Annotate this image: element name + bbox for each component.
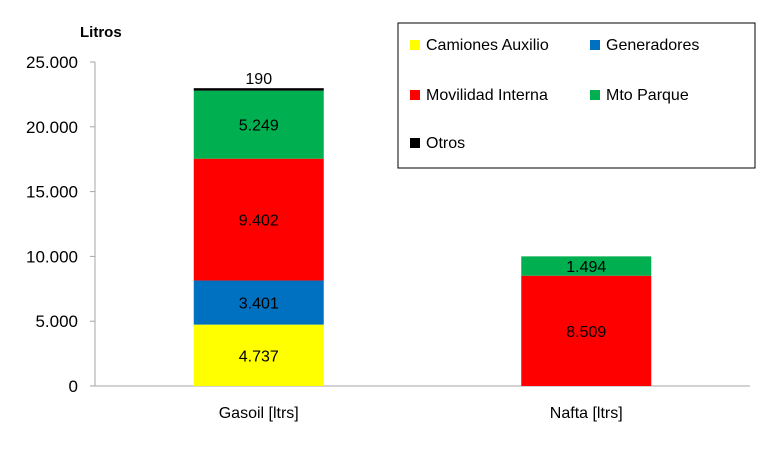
y-axis-ticks: 0 5.000 10.000 15.000 20.000 25.000 [26, 53, 95, 396]
data-label: 190 [245, 71, 272, 88]
y-tick-label: 20.000 [26, 118, 78, 137]
bar-segment-generadores [193, 280, 324, 325]
legend-label: Movilidad Interna [426, 87, 548, 104]
data-label: 8.509 [566, 324, 606, 341]
y-tick-label: 25.000 [26, 53, 78, 72]
legend-swatch [590, 40, 600, 50]
y-tick-label: 0 [69, 377, 78, 396]
y-tick-label: 10.000 [26, 247, 78, 266]
legend-label: Generadores [606, 37, 699, 54]
y-tick-label: 5.000 [35, 312, 78, 331]
data-label: 3.401 [239, 296, 279, 313]
bar-segment-mto-parque [521, 256, 652, 276]
data-labels-group: 4.737 3.401 9.402 5.249 190 8.509 1.494 [239, 71, 607, 365]
bar-segment-mto-parque [193, 90, 324, 159]
legend-swatch [590, 90, 600, 100]
legend-swatch [410, 40, 420, 50]
data-label: 1.494 [566, 259, 606, 276]
legend-swatch [410, 90, 420, 100]
bars-group [193, 88, 652, 386]
bar-segment-movilidad-interna [193, 158, 324, 281]
bar-segment-movilidad-interna [521, 275, 652, 386]
legend: Camiones Auxilio Generadores Movilidad Int… [397, 22, 756, 169]
bar-segment-camiones-auxilio [193, 324, 324, 386]
bar-segment-otros [193, 88, 324, 91]
x-tick-label: Gasoil [ltrs] [219, 405, 299, 422]
legend-box [397, 22, 756, 169]
legend-label: Otros [426, 135, 465, 152]
data-label: 5.249 [239, 118, 279, 135]
data-label: 4.737 [239, 348, 279, 365]
legend-swatch [410, 138, 420, 148]
x-axis-ticks: Gasoil [ltrs] Nafta [ltrs] [219, 405, 623, 422]
y-axis-label: Litros [80, 24, 122, 41]
legend-label: Mto Parque [606, 87, 689, 104]
data-label: 9.402 [239, 213, 279, 230]
legend-label: Camiones Auxilio [426, 37, 549, 54]
y-tick-label: 15.000 [26, 183, 78, 202]
x-tick-label: Nafta [ltrs] [550, 405, 623, 422]
